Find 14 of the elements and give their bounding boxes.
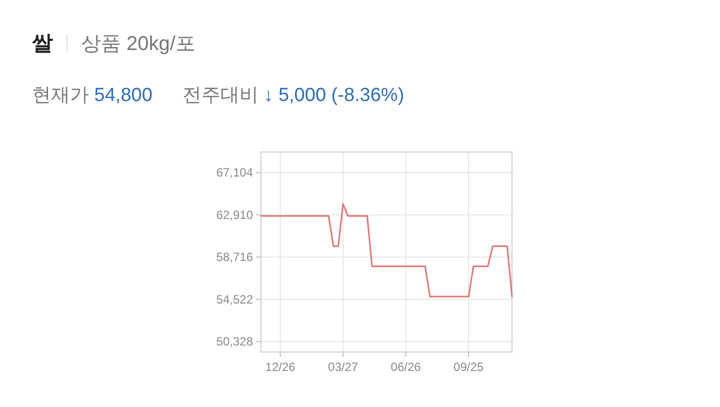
chart-subtitle: 상품 20kg/포 <box>81 33 196 55</box>
x-tick-label: 06/26 <box>390 360 422 374</box>
y-tick-label: 50,328 <box>216 334 254 349</box>
y-tick-label: 67,104 <box>216 166 254 180</box>
text: 현재가 54,800 <box>32 85 152 106</box>
x-tick-label: 12/26 <box>265 360 296 374</box>
x-tick-label: 03/27 <box>328 360 358 374</box>
text: 쌀 <box>32 32 53 55</box>
y-tick-label: 58,716 <box>216 250 254 264</box>
line-series <box>260 203 513 298</box>
y-tick-label: 54,522 <box>216 292 254 306</box>
x-tick-label: 09/25 <box>454 360 484 374</box>
y-tick-label: 62,910 <box>216 208 254 222</box>
text: 전주대비 ↓ 5,000 (-8.36%) <box>182 85 404 106</box>
